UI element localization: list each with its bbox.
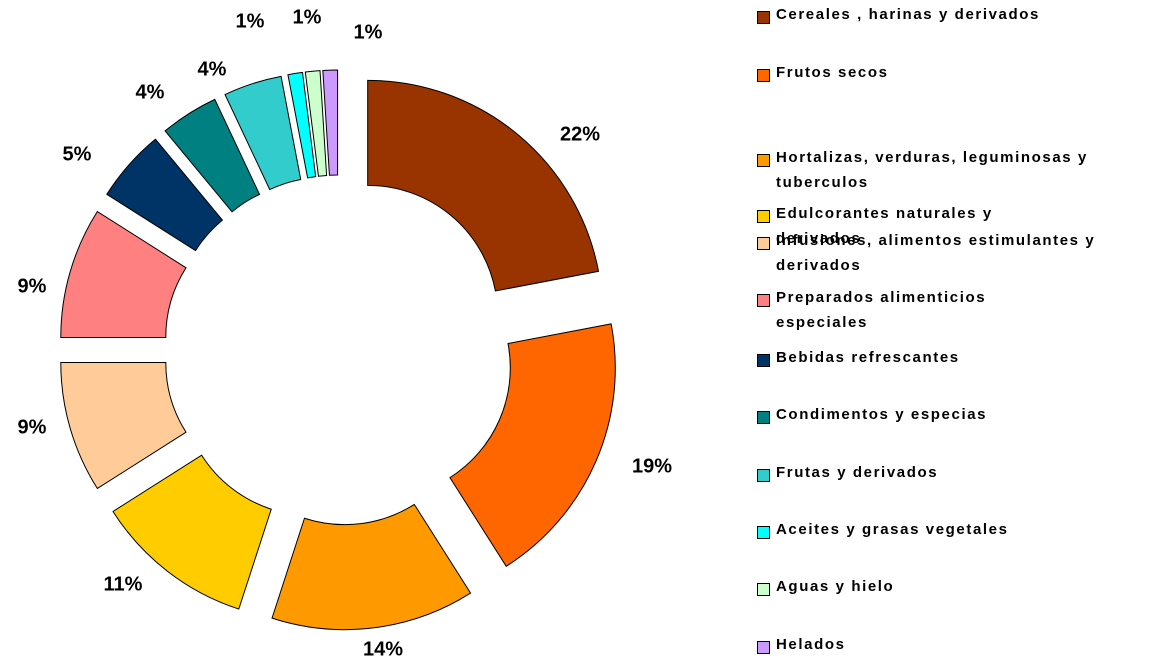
legend-swatch <box>757 411 770 424</box>
legend-item: Bebidas refrescantes <box>757 349 1176 370</box>
legend-item: Aguas y hielo <box>757 578 1176 599</box>
data-label: 9% <box>18 275 47 297</box>
donut-segment <box>367 79 600 292</box>
legend-swatch <box>757 154 770 167</box>
legend-item: Edulcorantes naturales y derivados <box>757 205 1076 251</box>
legend-swatch <box>757 11 770 24</box>
donut-segment <box>287 71 317 179</box>
legend-swatch <box>757 210 770 223</box>
legend-label: Cereales , harinas y derivados <box>776 6 1040 23</box>
donut-segment <box>224 75 302 191</box>
donut-segment <box>60 210 187 338</box>
legend-item: Helados <box>757 636 1176 657</box>
data-label: 5% <box>63 143 92 165</box>
legend-swatch <box>757 469 770 482</box>
data-label: 14% <box>363 638 403 660</box>
legend-swatch <box>757 526 770 539</box>
donut: 22% 19% 14% 11% 9% 9% 5% 4% 4% 1% 1% 1% <box>18 6 673 660</box>
legend-item: Aceites y grasas vegetales <box>757 521 1176 542</box>
data-label: 22% <box>560 123 600 145</box>
legend-label: Aceites y grasas vegetales <box>776 521 1009 538</box>
data-label: 1% <box>293 6 322 28</box>
donut-segment <box>449 323 616 567</box>
legend-label: Infusiones, alimentos estimulantes y der… <box>776 232 1096 274</box>
legend-item: Frutos secos <box>757 64 1176 85</box>
legend-swatch <box>757 583 770 596</box>
legend-swatch <box>757 69 770 82</box>
data-label: 11% <box>104 573 143 595</box>
legend-item: Hortalizas, verduras, leguminosas y tube… <box>757 149 1156 195</box>
legend-label: Condimentos y especias <box>776 406 988 423</box>
donut-segment <box>112 454 272 610</box>
donut-segment <box>60 362 187 490</box>
legend-label: Helados <box>776 636 846 653</box>
donut-segment <box>271 503 472 631</box>
legend-item: Preparados alimenticios especiales <box>757 289 1066 335</box>
legend-swatch <box>757 294 770 307</box>
donut-segment <box>164 98 261 213</box>
data-label: 4% <box>198 58 227 80</box>
donut-segment <box>106 138 224 252</box>
legend-item: Cereales , harinas y derivados <box>757 6 1176 27</box>
legend-label: Edulcorantes naturales y derivados <box>776 205 993 247</box>
data-label: 1% <box>236 10 265 32</box>
data-label: 4% <box>136 81 165 103</box>
legend-item: Infusiones, alimentos estimulantes y der… <box>757 232 1176 278</box>
legend-label: Preparados alimenticios especiales <box>776 289 987 331</box>
legend-swatch <box>757 354 770 367</box>
legend-item: Condimentos y especias <box>757 406 1176 427</box>
legend-label: Hortalizas, verduras, leguminosas y tube… <box>776 149 1088 191</box>
data-label: 19% <box>632 455 672 477</box>
legend-swatch <box>757 641 770 654</box>
data-label: 1% <box>354 21 383 43</box>
legend-label: Aguas y hielo <box>776 578 895 595</box>
legend-label: Bebidas refrescantes <box>776 349 960 366</box>
donut-segment <box>304 70 328 177</box>
legend-label: Frutas y derivados <box>776 464 939 481</box>
legend-swatch <box>757 237 770 250</box>
data-label: 9% <box>18 416 47 438</box>
legend-label: Frutos secos <box>776 64 889 81</box>
legend-item: Frutas y derivados <box>757 464 1176 485</box>
donut-segment <box>322 69 339 176</box>
